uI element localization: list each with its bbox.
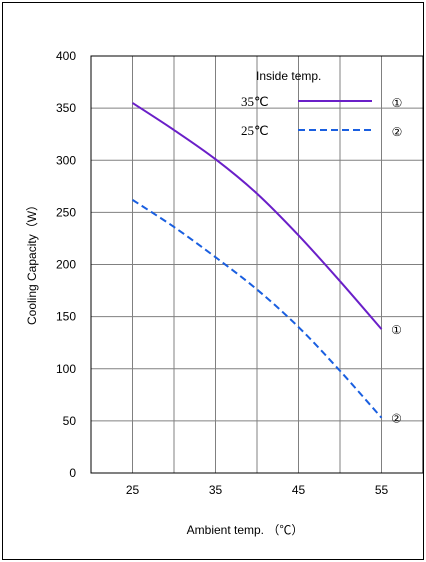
plot-area: [90, 55, 424, 474]
x-tick-labels: 25 35 45 55: [126, 483, 389, 497]
x-axis-label: Ambient temp. （℃）: [187, 523, 304, 537]
y-tick-label: 0: [69, 466, 76, 480]
series-line-2: [131, 199, 383, 419]
y-tick-label: 200: [56, 258, 76, 272]
y-tick-label: 150: [56, 310, 76, 324]
x-tick-label: 55: [375, 483, 389, 497]
x-tick-label: 45: [292, 483, 306, 497]
y-axis-label: Cooling Capacity（W）: [25, 199, 39, 325]
x-tick-label: 25: [126, 483, 140, 497]
series-lines: [131, 102, 383, 419]
series-line-1: [131, 102, 383, 330]
legend-series-name-1: 35℃: [241, 94, 269, 109]
legend-title: Inside temp.: [256, 69, 321, 83]
series-end-markers: ①②: [391, 323, 402, 426]
y-tick-label: 350: [56, 101, 76, 115]
series-end-marker-2: ②: [391, 412, 402, 426]
legend: Inside temp. 35℃ ① 25℃ ②: [241, 69, 402, 139]
y-tick-label: 100: [56, 362, 76, 376]
legend-series-name-2: 25℃: [241, 123, 269, 138]
series-end-marker-1: ①: [391, 323, 402, 337]
y-tick-label: 250: [56, 205, 76, 219]
y-tick-labels: 0 50 100 150 200 250 300 350 400: [56, 49, 76, 480]
legend-marker-2: ②: [392, 125, 403, 139]
y-tick-label: 50: [63, 414, 77, 428]
grid: [91, 56, 423, 473]
y-tick-label: 300: [56, 153, 76, 167]
legend-marker-1: ①: [392, 96, 403, 110]
y-tick-label: 400: [56, 49, 76, 63]
x-tick-label: 35: [209, 483, 223, 497]
